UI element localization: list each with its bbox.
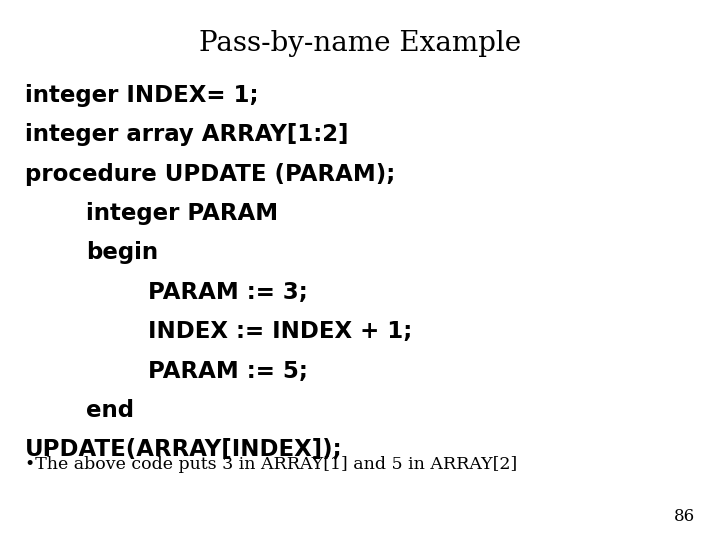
Text: end: end [86,399,135,422]
Text: begin: begin [86,241,158,265]
Text: INDEX := INDEX + 1;: INDEX := INDEX + 1; [148,320,412,343]
Text: integer PARAM: integer PARAM [86,202,279,225]
Text: integer INDEX= 1;: integer INDEX= 1; [25,84,258,107]
Text: PARAM := 3;: PARAM := 3; [148,281,307,304]
Text: PARAM := 5;: PARAM := 5; [148,360,307,383]
Text: integer array ARRAY[1:2]: integer array ARRAY[1:2] [25,123,348,146]
Text: •The above code puts 3 in ARRAY[1] and 5 in ARRAY[2]: •The above code puts 3 in ARRAY[1] and 5… [25,456,518,473]
Text: 86: 86 [674,508,695,525]
Text: UPDATE(ARRAY[INDEX]);: UPDATE(ARRAY[INDEX]); [25,438,343,462]
Text: procedure UPDATE (PARAM);: procedure UPDATE (PARAM); [25,163,395,186]
Text: Pass-by-name Example: Pass-by-name Example [199,30,521,57]
